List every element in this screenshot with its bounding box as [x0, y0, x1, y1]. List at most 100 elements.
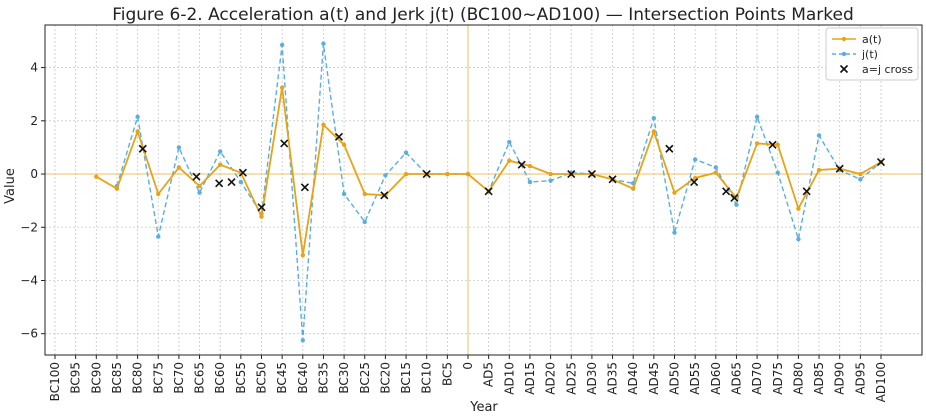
x-tick-label: BC30	[337, 362, 351, 394]
intersection-marker	[608, 175, 617, 184]
x-tick-label: BC5	[440, 362, 454, 386]
x-tick-label: BC95	[69, 362, 83, 394]
x-tick-label: AD5	[482, 362, 496, 387]
marker-stroke	[484, 187, 493, 196]
x-tick-label: AD35	[606, 362, 620, 395]
x-tick-label: AD70	[750, 362, 764, 395]
intersection-marker	[422, 169, 431, 179]
data-point	[796, 237, 801, 242]
intersection-marker	[138, 144, 147, 153]
intersection-markers	[138, 132, 886, 212]
reference-lines	[45, 25, 922, 355]
legend: a(t) j(t) a=j cross	[825, 27, 919, 81]
data-point	[816, 133, 822, 138]
marker-stroke	[300, 183, 309, 192]
data-point	[300, 338, 305, 343]
marker-stroke	[334, 132, 344, 141]
x-tick-label: 0	[461, 362, 475, 370]
intersection-marker	[215, 179, 224, 188]
x-tick-label: BC10	[420, 362, 434, 394]
intersection-marker	[257, 203, 266, 212]
intersection-marker	[192, 172, 201, 181]
marker-stroke	[227, 177, 236, 187]
intersection-marker	[665, 144, 674, 153]
data-point	[465, 171, 471, 177]
x-tick-label: AD25	[564, 362, 578, 395]
x-tick-label: AD45	[647, 362, 661, 395]
data-point	[94, 174, 99, 179]
x-tick-label: AD75	[771, 362, 785, 395]
grid	[45, 25, 922, 355]
intersection-marker	[876, 157, 886, 167]
marker-stroke	[380, 191, 389, 200]
series-j(t)	[114, 41, 884, 343]
chart-title: Figure 6-2. Acceleration a(t) and Jerk j…	[112, 5, 854, 25]
y-axis-label: Value	[3, 168, 18, 204]
legend-label: a(t)	[862, 33, 882, 46]
x-tick-label: BC75	[151, 362, 165, 394]
intersection-marker	[835, 164, 844, 173]
data-point	[507, 158, 512, 163]
data-point	[362, 219, 367, 225]
data-point	[713, 165, 718, 170]
x-tick-label: AD50	[668, 362, 682, 395]
data-point	[713, 170, 718, 175]
intersection-marker	[380, 191, 389, 200]
series-a(t)	[94, 85, 884, 258]
legend-box	[825, 27, 919, 81]
x-tick-label: BC35	[316, 362, 330, 394]
data-point	[507, 139, 512, 145]
marker-stroke	[257, 203, 266, 212]
data-point	[197, 183, 202, 189]
marker-stroke	[722, 187, 731, 196]
marker-stroke	[238, 168, 247, 177]
legend-item: a(t)	[832, 33, 882, 46]
x-tick-label: AD90	[833, 362, 847, 395]
x-tick-label: BC65	[193, 362, 207, 394]
data-point	[176, 145, 182, 150]
intersection-marker	[768, 140, 777, 149]
intersection-marker	[227, 177, 236, 187]
x-tick-label: BC90	[89, 362, 103, 394]
data-point	[238, 179, 244, 185]
x-axis-label: Year	[469, 400, 498, 415]
data-point	[176, 165, 182, 170]
data-point	[672, 190, 677, 195]
data-point	[692, 157, 698, 162]
intersection-marker	[517, 160, 526, 169]
data-point	[279, 85, 285, 90]
marker-stroke	[768, 140, 777, 149]
y-tick-label: −2	[20, 220, 38, 234]
marker-stroke	[835, 164, 844, 173]
x-tick-label: AD30	[585, 362, 599, 395]
intersection-marker	[690, 177, 699, 187]
x-tick-label: BC15	[399, 362, 413, 394]
axes	[41, 24, 923, 359]
x-tick-label: AD65	[729, 362, 743, 395]
x-tick-label: BC60	[213, 362, 227, 394]
data-point	[858, 177, 863, 182]
series-line	[116, 43, 882, 341]
intersection-marker	[567, 169, 576, 179]
y-tick-label: −4	[20, 273, 38, 287]
marker-stroke	[876, 157, 886, 167]
x-tick-label: AD55	[688, 362, 702, 395]
marker-stroke	[802, 187, 811, 196]
x-tick-label: AD40	[626, 362, 640, 395]
data-point	[548, 171, 553, 177]
data-point	[321, 41, 326, 46]
data-point	[445, 171, 450, 177]
data-point	[156, 234, 161, 239]
legend-item: a=j cross	[839, 63, 913, 76]
data-point	[734, 202, 739, 207]
x-tick-label: BC20	[378, 362, 392, 394]
x-tick-label: AD10	[502, 362, 516, 395]
x-tick-label: AD95	[853, 362, 867, 395]
x-tick-label: BC40	[296, 362, 310, 394]
data-point	[651, 115, 657, 121]
legend-label: a=j cross	[862, 63, 913, 76]
marker-stroke	[517, 160, 526, 169]
data-point	[341, 191, 347, 197]
marker-stroke	[730, 193, 739, 203]
